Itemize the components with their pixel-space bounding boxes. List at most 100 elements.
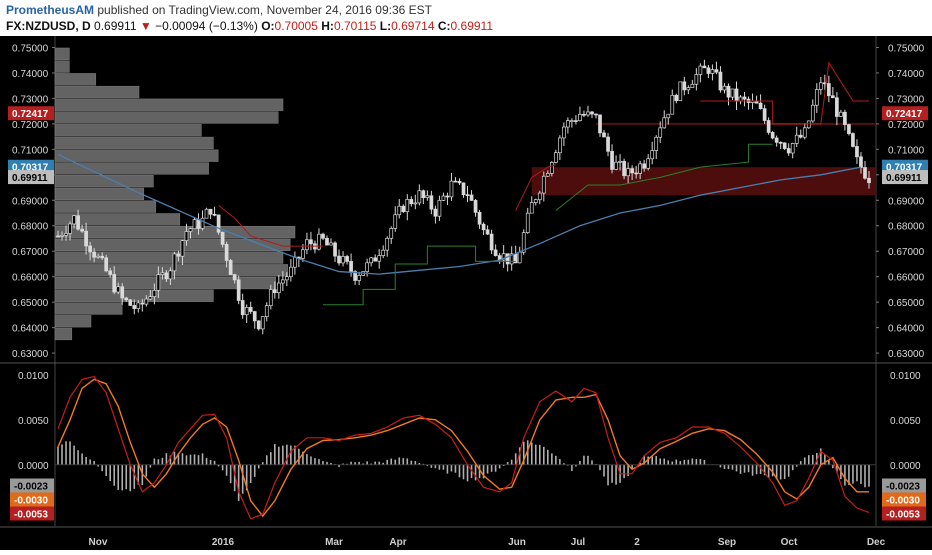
candle-body [614, 161, 618, 170]
chart-area[interactable]: 0.75000 0.75000 0.74000 0.74000 0.73000 0.730… [0, 36, 932, 550]
y-tick-label-left: 0.68000 [12, 222, 49, 233]
candle-body [120, 286, 125, 299]
candle-body [843, 111, 847, 125]
moving-average-line [57, 153, 862, 275]
volume-profile-bar [54, 315, 92, 328]
y-tick-label-left: 0.66000 [12, 273, 49, 284]
macd-tag-left-bg [10, 506, 54, 521]
candle-body [553, 152, 558, 163]
y-tick-label-left: 0.64000 [12, 324, 49, 335]
y-tick-label-right: 0.65000 [888, 298, 925, 309]
candle-body [317, 233, 321, 250]
y-tick-label-left: 0.71000 [12, 145, 49, 156]
y-tick-label-left: 0.63000 [12, 349, 49, 360]
volume-profile-bar [54, 149, 219, 162]
candle-body [216, 214, 221, 233]
candle-body [381, 249, 386, 256]
candle-body [654, 136, 659, 151]
candle-body [517, 251, 522, 264]
candle-body [489, 233, 494, 251]
price-tag-right-bg [882, 106, 928, 121]
volume-profile-bar [54, 302, 123, 315]
author-link[interactable]: PrometheusAM [6, 3, 95, 17]
candle-body [702, 65, 707, 69]
candle-body [867, 177, 871, 184]
candle-body [385, 237, 390, 251]
candle-body [562, 126, 566, 139]
candle-body [377, 255, 382, 262]
candle-body [60, 235, 64, 237]
x-tick-label: Nov [89, 537, 108, 548]
candle-body [698, 65, 703, 75]
symbol-legend: FX:NZDUSD, D 0.69911 ▼ −0.00094 (−0.13%)… [6, 19, 493, 33]
candle-body [545, 173, 550, 177]
candle-body [337, 255, 341, 264]
candle-body [590, 111, 594, 115]
low-value: 0.69714 [391, 19, 435, 33]
candle-body [574, 120, 578, 122]
candle-body [152, 290, 157, 297]
candle-body [710, 69, 715, 74]
candle-body [148, 296, 153, 300]
candle-body [706, 67, 711, 74]
candle-body [289, 266, 293, 278]
candle-body [863, 167, 867, 179]
volume-profile-bar [54, 111, 279, 124]
candle-body [509, 253, 514, 265]
candle-body [272, 289, 277, 294]
candle-body [224, 244, 229, 261]
macd-y-tick-right: 0.0050 [890, 416, 921, 427]
price-tag-left: 0.72417 [12, 109, 49, 120]
volume-profile-bar [54, 85, 140, 99]
candle-body [397, 205, 402, 216]
candle-body [770, 132, 775, 139]
candle-body [373, 257, 378, 262]
candle-body [505, 253, 510, 265]
candle-body [264, 305, 269, 317]
candle-body [734, 88, 739, 102]
candle-body [132, 305, 137, 309]
candle-body [369, 257, 374, 264]
price-chart-svg[interactable]: 0.75000 0.75000 0.74000 0.74000 0.73000 0.730… [0, 36, 932, 550]
y-tick-label-right: 0.67000 [888, 247, 925, 258]
candle-body [353, 271, 357, 281]
candle-body [260, 316, 265, 330]
y-tick-label-left: 0.72000 [12, 120, 49, 131]
candle-body [835, 97, 839, 117]
volume-profile-bar [54, 187, 145, 201]
close-value: 0.69911 [450, 19, 494, 33]
volume-profile-bar [54, 175, 154, 188]
candle-body [774, 137, 779, 143]
x-tick-label: Dec [867, 537, 886, 548]
candle-body [714, 69, 719, 73]
candle-body [618, 160, 622, 163]
candle-body [325, 237, 329, 246]
candle-body [686, 87, 691, 91]
high-value: 0.70115 [333, 19, 377, 33]
candle-body [196, 219, 201, 229]
candle-body [810, 104, 815, 122]
candle-body [465, 194, 470, 196]
down-arrow-icon: ▼ [139, 19, 152, 33]
candle-body [212, 213, 217, 216]
candle-body [409, 199, 414, 205]
macd-tag-left-bg [10, 478, 54, 493]
candle-body [425, 195, 430, 199]
candle-body [72, 215, 76, 225]
candle-body [349, 261, 353, 272]
macd-slow-line [57, 378, 869, 518]
support-zone [531, 167, 875, 196]
y-tick-label-right: 0.71000 [888, 145, 925, 156]
candle-body [124, 297, 129, 301]
volume-profile-bar [54, 60, 70, 73]
volume-profile-bar [54, 98, 284, 111]
candle-body [533, 199, 538, 203]
candle-body [280, 279, 285, 284]
candle-body [762, 108, 767, 121]
candle-body [112, 274, 117, 293]
x-tick-label: 2016 [212, 537, 235, 548]
candle-body [778, 141, 783, 144]
volume-profile-bar [54, 238, 291, 251]
candle-body [473, 200, 478, 213]
candle-body [220, 231, 225, 245]
